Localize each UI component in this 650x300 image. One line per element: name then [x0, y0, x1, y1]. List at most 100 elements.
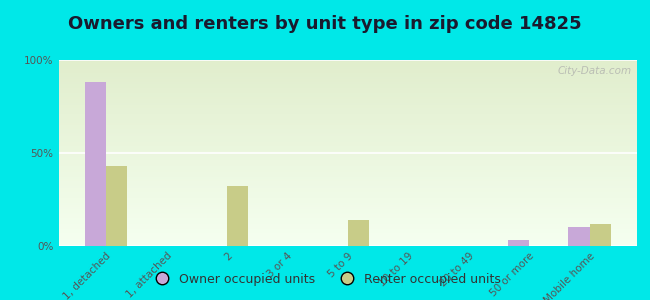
Bar — [58, 226, 637, 227]
Bar — [58, 222, 637, 224]
Bar — [58, 101, 637, 103]
Bar — [227, 187, 248, 246]
Bar — [58, 142, 637, 144]
Bar — [58, 147, 637, 149]
Bar — [58, 229, 637, 231]
Bar — [58, 84, 637, 86]
Bar — [58, 196, 637, 198]
Bar — [58, 212, 637, 214]
Legend: Owner occupied units, Renter occupied units: Owner occupied units, Renter occupied un… — [144, 268, 506, 291]
Bar — [58, 155, 637, 157]
Bar — [58, 82, 637, 84]
Bar — [58, 183, 637, 184]
Text: Owners and renters by unit type in zip code 14825: Owners and renters by unit type in zip c… — [68, 15, 582, 33]
Bar — [58, 114, 637, 116]
Bar — [58, 62, 637, 64]
Bar — [508, 240, 529, 246]
Bar — [58, 168, 637, 170]
Bar — [58, 201, 637, 203]
Bar — [58, 238, 637, 240]
Bar — [58, 192, 637, 194]
Bar — [58, 95, 637, 97]
Bar — [58, 237, 637, 239]
Bar — [58, 110, 637, 112]
Bar — [58, 140, 637, 142]
Bar — [58, 233, 637, 235]
Bar — [58, 231, 637, 233]
Bar — [58, 103, 637, 105]
Bar — [58, 119, 637, 122]
Bar — [58, 69, 637, 71]
Bar — [58, 198, 637, 200]
Bar — [58, 151, 637, 153]
Bar — [58, 129, 637, 131]
Bar — [58, 66, 637, 68]
Bar — [58, 99, 637, 101]
Bar — [58, 60, 637, 62]
Bar — [58, 153, 637, 155]
Text: City-Data.com: City-Data.com — [557, 66, 631, 76]
Bar — [58, 220, 637, 222]
Bar — [58, 166, 637, 168]
Bar — [58, 211, 637, 212]
Bar — [58, 116, 637, 118]
Bar — [58, 94, 637, 95]
Bar — [58, 134, 637, 136]
Bar — [58, 240, 637, 242]
Bar — [58, 160, 637, 162]
Bar — [58, 224, 637, 226]
Bar — [106, 166, 127, 246]
Bar — [58, 122, 637, 123]
Bar — [58, 173, 637, 175]
Bar — [58, 170, 637, 172]
Bar — [58, 172, 637, 173]
Bar — [58, 209, 637, 211]
Bar — [58, 133, 637, 134]
Bar — [58, 106, 637, 108]
Bar — [58, 92, 637, 94]
Bar — [58, 159, 637, 161]
Bar — [58, 146, 637, 147]
Bar — [58, 64, 637, 66]
Bar — [58, 200, 637, 201]
Bar — [58, 144, 637, 146]
Bar — [58, 125, 637, 127]
Bar — [58, 108, 637, 110]
Bar — [58, 162, 637, 164]
Bar — [58, 179, 637, 181]
Bar — [58, 105, 637, 106]
Bar — [58, 157, 637, 159]
Bar — [58, 68, 637, 69]
Bar — [58, 194, 637, 196]
Bar — [58, 86, 637, 88]
Bar — [58, 127, 637, 129]
Bar — [58, 207, 637, 209]
Bar — [58, 71, 637, 73]
Bar — [58, 112, 637, 114]
Bar — [58, 184, 637, 187]
Bar — [58, 75, 637, 77]
Bar — [58, 175, 637, 177]
Bar — [590, 224, 611, 246]
Bar — [58, 214, 637, 216]
Bar — [58, 88, 637, 90]
Bar — [58, 97, 637, 99]
Bar — [58, 181, 637, 183]
Bar — [58, 123, 637, 125]
Bar — [58, 77, 637, 79]
Bar — [58, 136, 637, 138]
Bar — [58, 131, 637, 133]
Bar — [58, 188, 637, 190]
Bar — [58, 73, 637, 75]
Bar — [58, 190, 637, 192]
Bar — [58, 138, 637, 140]
Bar — [58, 80, 637, 82]
Bar — [58, 203, 637, 205]
Bar — [58, 244, 637, 246]
Bar — [568, 227, 590, 246]
Bar — [58, 227, 637, 229]
Bar — [58, 218, 637, 220]
Bar — [58, 216, 637, 218]
Bar — [348, 220, 369, 246]
Bar — [58, 235, 637, 237]
